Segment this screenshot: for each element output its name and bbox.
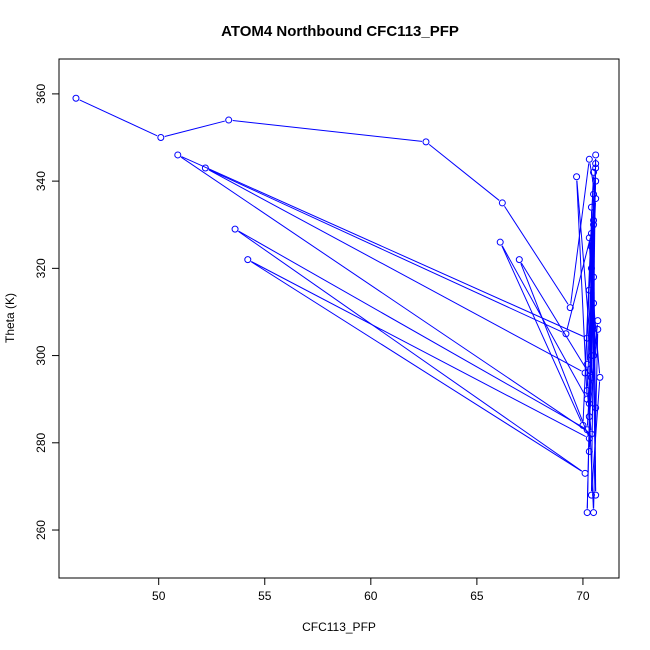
- series-line-segment: [501, 245, 582, 422]
- x-tick-label: 70: [576, 589, 590, 603]
- data-point: [583, 426, 591, 434]
- data-point: [585, 400, 593, 408]
- x-axis: 50 55 60 65 70: [152, 578, 590, 603]
- chart-title: ATOM4 Northbound CFC113_PFP: [221, 23, 459, 40]
- data-point: [596, 373, 604, 381]
- y-tick-label: 340: [34, 171, 48, 191]
- data-point: [592, 491, 600, 499]
- data-point: [592, 151, 600, 159]
- series-line-segment: [566, 237, 591, 331]
- data-point: [594, 325, 602, 333]
- data-point: [590, 221, 598, 229]
- y-tick-label: 300: [34, 345, 48, 365]
- data-point: [587, 430, 595, 438]
- data-point: [587, 491, 595, 499]
- plot-area-frame: [58, 58, 620, 579]
- series-line-segment: [251, 261, 586, 438]
- data-point: [590, 509, 598, 517]
- data-point: [581, 469, 589, 477]
- data-point: [583, 509, 591, 517]
- data-point: [201, 164, 209, 172]
- x-tick-label: 60: [364, 589, 378, 603]
- x-tick-label: 50: [152, 589, 166, 603]
- data-point: [583, 386, 591, 394]
- data-point: [585, 234, 593, 242]
- data-point: [585, 448, 593, 456]
- data-point: [585, 413, 593, 421]
- series-line-segment: [180, 156, 589, 433]
- series-line-segment: [576, 180, 588, 396]
- data-point: [587, 264, 595, 272]
- series-line-segment: [504, 206, 569, 305]
- y-axis: 260 280 300 320 340 360: [34, 84, 59, 540]
- data-point: [566, 304, 574, 312]
- data-point: [587, 373, 595, 381]
- data-point: [225, 116, 233, 124]
- data-point: [592, 177, 600, 185]
- data-point: [585, 286, 593, 294]
- series-line-segment: [181, 156, 584, 337]
- y-tick-label: 360: [34, 84, 48, 104]
- data-point: [592, 160, 600, 168]
- data-point: [498, 199, 506, 207]
- series-line-segment: [208, 169, 582, 372]
- data-point: [590, 168, 598, 176]
- data-point: [157, 134, 165, 142]
- data-point: [590, 273, 598, 281]
- data-point: [583, 334, 591, 342]
- data-point: [587, 243, 595, 251]
- series-line-segment: [593, 333, 599, 509]
- data-point: [590, 190, 598, 198]
- data-point: [587, 229, 595, 237]
- data-point: [587, 352, 595, 360]
- series-line-segment: [208, 169, 563, 333]
- data-point: [581, 369, 589, 377]
- data-point: [594, 317, 602, 325]
- data-point: [583, 395, 591, 403]
- data-point: [579, 421, 587, 429]
- y-axis-label: Theta (K): [3, 293, 17, 343]
- series-line-segment: [520, 262, 590, 375]
- data-point: [496, 238, 504, 246]
- data-point: [592, 404, 600, 412]
- data-point: [231, 225, 239, 233]
- data-point: [583, 360, 591, 368]
- y-tick-label: 260: [34, 520, 48, 540]
- series-line-segment: [250, 261, 582, 472]
- data-point: [590, 216, 598, 224]
- data-point: [590, 299, 598, 307]
- x-tick-label: 55: [258, 589, 272, 603]
- data-series: [72, 94, 604, 517]
- series-line-segment: [238, 230, 583, 472]
- series-line-segment: [520, 263, 589, 435]
- data-point: [592, 164, 600, 172]
- series-line-segment: [428, 143, 500, 201]
- data-point: [592, 195, 600, 203]
- data-point: [590, 352, 598, 360]
- data-point: [174, 151, 182, 159]
- series-line-segment: [79, 99, 158, 137]
- x-tick-label: 65: [470, 589, 484, 603]
- series-line-segment: [232, 120, 423, 142]
- x-axis-label: CFC113_PFP: [302, 620, 376, 634]
- series-line-segment: [238, 230, 584, 429]
- data-point: [72, 94, 80, 102]
- data-point: [585, 434, 593, 442]
- data-point: [244, 256, 252, 264]
- data-point: [587, 203, 595, 211]
- series-line-segment: [164, 120, 225, 137]
- data-point: [573, 173, 581, 181]
- y-tick-label: 320: [34, 258, 48, 278]
- data-point: [562, 330, 570, 338]
- y-tick-label: 280: [34, 432, 48, 452]
- data-point: [422, 138, 430, 146]
- data-point: [585, 155, 593, 163]
- data-point: [515, 256, 523, 264]
